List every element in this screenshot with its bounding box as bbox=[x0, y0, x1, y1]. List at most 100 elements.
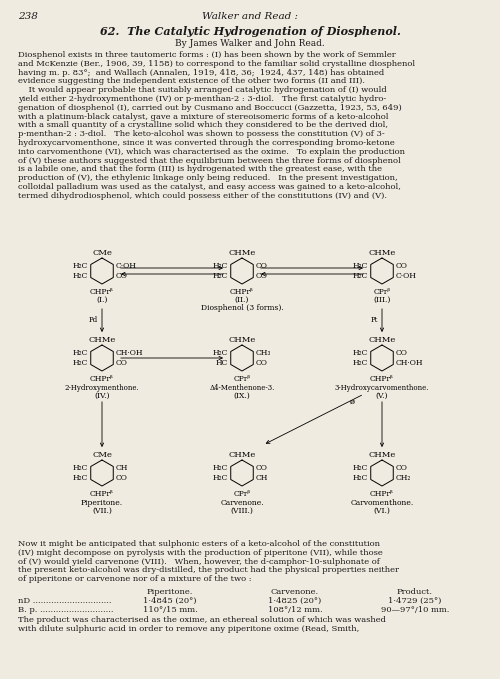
Text: The product was characterised as the oxime, an ethereal solution of which was wa: The product was characterised as the oxi… bbox=[18, 617, 386, 625]
Text: CHPrᵝ: CHPrᵝ bbox=[90, 375, 114, 383]
Text: CHPrᵝ: CHPrᵝ bbox=[90, 490, 114, 498]
Text: CMe: CMe bbox=[92, 249, 112, 257]
Text: (IX.): (IX.) bbox=[234, 392, 250, 400]
Text: Carvomenthone.: Carvomenthone. bbox=[350, 499, 414, 507]
Text: H₂C: H₂C bbox=[352, 262, 368, 270]
Text: CHMe: CHMe bbox=[88, 336, 116, 344]
Text: CHMe: CHMe bbox=[228, 336, 256, 344]
Text: evidence suggesting the independent existence of the other two forms (II and III: evidence suggesting the independent exis… bbox=[18, 77, 365, 86]
Text: nD ..............................: nD .............................. bbox=[18, 597, 112, 605]
Text: H₂C: H₂C bbox=[352, 474, 368, 482]
Text: the present keto-alcohol was dry-distilled, the product had the physical propert: the present keto-alcohol was dry-distill… bbox=[18, 566, 399, 574]
Text: with dilute sulphuric acid in order to remove any piperitone oxime (Read, Smith,: with dilute sulphuric acid in order to r… bbox=[18, 625, 359, 634]
Text: H₂C: H₂C bbox=[352, 272, 368, 280]
Text: (IV) might decompose on pyrolysis with the production of piperitone (VII), while: (IV) might decompose on pyrolysis with t… bbox=[18, 549, 383, 557]
Text: Pd: Pd bbox=[89, 316, 98, 325]
Text: Carvenone.: Carvenone. bbox=[220, 499, 264, 507]
Text: (I.): (I.) bbox=[96, 296, 108, 304]
Text: CH·OH: CH·OH bbox=[116, 349, 143, 357]
Text: 110°/15 mm.: 110°/15 mm. bbox=[142, 606, 198, 614]
Text: yield either 2-hydroxymenthone (IV) or p-menthan-2 : 3-diol.   The first catalyt: yield either 2-hydroxymenthone (IV) or p… bbox=[18, 95, 386, 103]
Text: of piperitone or carvenone nor of a mixture of the two :: of piperitone or carvenone nor of a mixt… bbox=[18, 575, 252, 583]
Text: of (V) would yield carvenone (VIII).   When, however, the d-camphor-10-sulphonat: of (V) would yield carvenone (VIII). Whe… bbox=[18, 557, 380, 566]
Text: Now it might be anticipated that sulphonic esters of a keto-alcohol of the const: Now it might be anticipated that sulphon… bbox=[18, 540, 380, 548]
Text: CPrᵝ: CPrᵝ bbox=[374, 288, 390, 296]
Text: CO: CO bbox=[396, 262, 408, 270]
Text: CO: CO bbox=[256, 464, 268, 472]
Text: CO: CO bbox=[396, 349, 408, 357]
Text: colloidal palladium was used as the catalyst, and easy access was gained to a ke: colloidal palladium was used as the cata… bbox=[18, 183, 401, 191]
Text: with a small quantity of a crystalline solid which they considered to be the der: with a small quantity of a crystalline s… bbox=[18, 122, 388, 130]
Text: Δ4-Menthenone-3.: Δ4-Menthenone-3. bbox=[210, 384, 274, 392]
Text: (VI.): (VI.) bbox=[374, 507, 390, 515]
Text: Carvenone.: Carvenone. bbox=[271, 588, 319, 596]
Text: 62.  The Catalytic Hydrogenation of Diosphenol.: 62. The Catalytic Hydrogenation of Diosp… bbox=[100, 26, 401, 37]
Text: Piperitone.: Piperitone. bbox=[147, 588, 193, 596]
Text: Pt: Pt bbox=[370, 316, 378, 325]
Text: CH·OH: CH·OH bbox=[396, 359, 423, 367]
Text: CHPrᵝ: CHPrᵝ bbox=[90, 288, 114, 296]
Text: HC: HC bbox=[216, 359, 228, 367]
Text: CH: CH bbox=[116, 464, 128, 472]
Text: (V.): (V.) bbox=[376, 392, 388, 400]
Text: p-menthan-2 : 3-diol.   The keto-alcohol was shown to possess the constitution (: p-menthan-2 : 3-diol. The keto-alcohol w… bbox=[18, 130, 385, 139]
Text: CO: CO bbox=[256, 262, 268, 270]
Text: CHMe: CHMe bbox=[228, 249, 256, 257]
Text: (VIII.): (VIII.) bbox=[230, 507, 254, 515]
Text: is a labile one, and that the form (III) is hydrogenated with the greatest ease,: is a labile one, and that the form (III)… bbox=[18, 166, 382, 173]
Text: 90—97°/10 mm.: 90—97°/10 mm. bbox=[381, 606, 449, 614]
Text: 3-Hydroxycarvomenthone.: 3-Hydroxycarvomenthone. bbox=[335, 384, 429, 392]
Text: 1·4845 (20°): 1·4845 (20°) bbox=[144, 597, 197, 605]
Text: CO: CO bbox=[256, 272, 268, 280]
Text: genation of diosphenol (I), carried out by Cusmano and Boccucci (Gazzetta, 1923,: genation of diosphenol (I), carried out … bbox=[18, 104, 402, 112]
Text: By James Walker and John Read.: By James Walker and John Read. bbox=[175, 39, 325, 48]
Text: H₂C: H₂C bbox=[72, 272, 88, 280]
Text: Diosphenol (3 forms).: Diosphenol (3 forms). bbox=[200, 304, 283, 312]
Text: B. p. ............................: B. p. ............................ bbox=[18, 606, 114, 614]
Text: (VII.): (VII.) bbox=[92, 507, 112, 515]
Text: into carvomenthone (VI), which was characterised as the oxime.   To explain the : into carvomenthone (VI), which was chara… bbox=[18, 148, 405, 155]
Text: H₂C: H₂C bbox=[72, 474, 88, 482]
Text: H₂C: H₂C bbox=[212, 272, 228, 280]
Text: CHMe: CHMe bbox=[368, 249, 396, 257]
Text: Product.: Product. bbox=[397, 588, 433, 596]
Text: ø: ø bbox=[350, 398, 354, 406]
Text: CH₃: CH₃ bbox=[256, 349, 272, 357]
Text: CMe: CMe bbox=[92, 451, 112, 459]
Text: It would appear probable that suitably arranged catalytic hydrogenation of (I) w: It would appear probable that suitably a… bbox=[18, 86, 387, 94]
Text: H₂C: H₂C bbox=[212, 474, 228, 482]
Text: CHPrᵝ: CHPrᵝ bbox=[370, 375, 394, 383]
Text: production of (V), the ethylenic linkage only being reduced.   In the present in: production of (V), the ethylenic linkage… bbox=[18, 175, 398, 182]
Text: CO: CO bbox=[116, 359, 128, 367]
Text: CH₂: CH₂ bbox=[396, 474, 411, 482]
Text: CO: CO bbox=[256, 359, 268, 367]
Text: CHPrᵝ: CHPrᵝ bbox=[370, 490, 394, 498]
Text: (II.): (II.) bbox=[235, 296, 249, 304]
Text: 238: 238 bbox=[18, 12, 38, 21]
Text: H₂C: H₂C bbox=[72, 349, 88, 357]
Text: Walker and Read :: Walker and Read : bbox=[202, 12, 298, 21]
Text: 1·4825 (20°): 1·4825 (20°) bbox=[268, 597, 322, 605]
Text: 2-Hydroxymenthone.: 2-Hydroxymenthone. bbox=[64, 384, 140, 392]
Text: H₂C: H₂C bbox=[212, 349, 228, 357]
Text: CHMe: CHMe bbox=[368, 336, 396, 344]
Text: C·OH: C·OH bbox=[116, 262, 137, 270]
Text: 108°/12 mm.: 108°/12 mm. bbox=[268, 606, 322, 614]
Text: CPrᵝ: CPrᵝ bbox=[234, 375, 250, 383]
Text: CO: CO bbox=[396, 464, 408, 472]
Text: CO: CO bbox=[116, 272, 128, 280]
Text: having m. p. 83°;  and Wallach (Annalen, 1919, 418, 36;  1924, 437, 148) has obt: having m. p. 83°; and Wallach (Annalen, … bbox=[18, 69, 384, 77]
Text: with a platinum-black catalyst, gave a mixture of stereoisomeric forms of a keto: with a platinum-black catalyst, gave a m… bbox=[18, 113, 388, 121]
Text: H₂C: H₂C bbox=[72, 464, 88, 472]
Text: hydroxycarvomenthone, since it was converted through the corresponding bromo-ket: hydroxycarvomenthone, since it was conve… bbox=[18, 139, 395, 147]
Text: H₂C: H₂C bbox=[72, 262, 88, 270]
Text: H₂C: H₂C bbox=[212, 262, 228, 270]
Text: CHMe: CHMe bbox=[228, 451, 256, 459]
Text: CH: CH bbox=[256, 474, 268, 482]
Text: H₂C: H₂C bbox=[352, 359, 368, 367]
Text: (IV.): (IV.) bbox=[94, 392, 110, 400]
Text: H₂C: H₂C bbox=[352, 464, 368, 472]
Text: of (V) these authors suggested that the equilibrium between the three forms of d: of (V) these authors suggested that the … bbox=[18, 157, 401, 164]
Text: H₂C: H₂C bbox=[72, 359, 88, 367]
Text: CPrᵝ: CPrᵝ bbox=[234, 490, 250, 498]
